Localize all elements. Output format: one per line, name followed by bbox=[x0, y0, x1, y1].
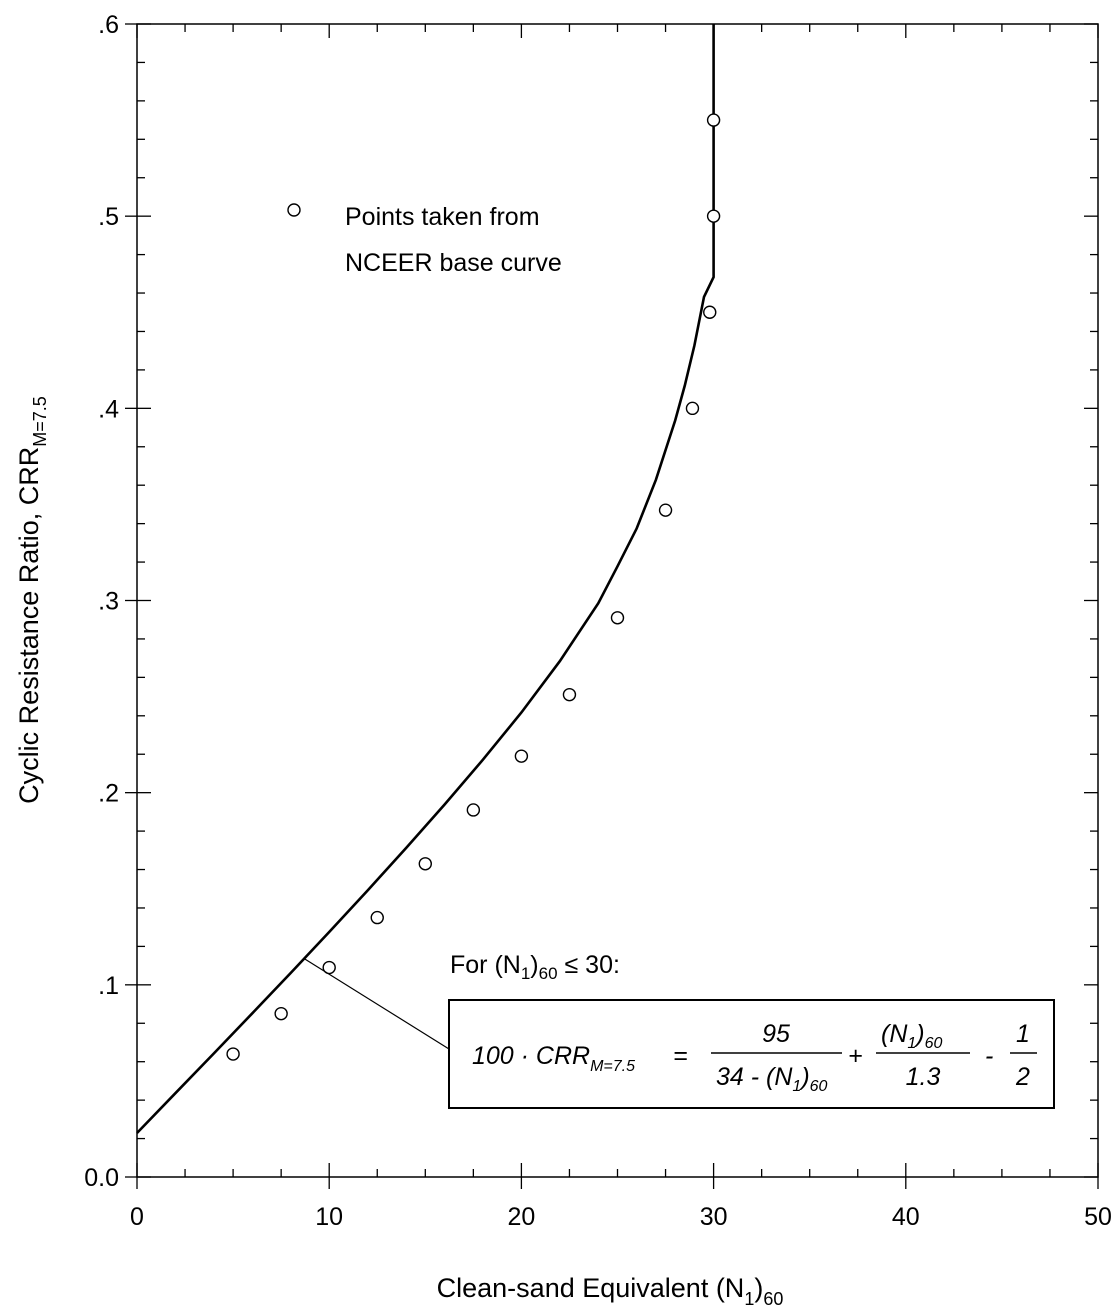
y-tick-label: .5 bbox=[98, 203, 119, 231]
y-tick-label: .3 bbox=[98, 588, 119, 616]
x-tick-label: 40 bbox=[892, 1203, 920, 1231]
equation-lhs: 100 · CRRM=7.5 bbox=[472, 1042, 635, 1075]
fraction3-numerator: 1 bbox=[1016, 1020, 1030, 1048]
data-point bbox=[703, 305, 717, 319]
x-tick-label: 20 bbox=[507, 1203, 535, 1231]
data-point bbox=[466, 803, 481, 817]
data-point bbox=[706, 209, 721, 223]
legend-line-1: Points taken from bbox=[345, 203, 540, 231]
equation-box: 100 · CRRM=7.5 = 95 34 - (N1)60 + (N1)60… bbox=[448, 999, 1055, 1109]
crr-curve bbox=[136, 24, 715, 1134]
y-tick-label: .2 bbox=[98, 780, 119, 808]
x-tick-label: 50 bbox=[1084, 1203, 1112, 1231]
data-point bbox=[658, 503, 673, 517]
data-point bbox=[514, 749, 529, 763]
x-tick-label: 10 bbox=[315, 1203, 343, 1231]
data-point bbox=[610, 611, 625, 625]
x-tick-label: 0 bbox=[130, 1203, 144, 1231]
y-tick-labels: 0.0 .1 .2 .3 .4 .5 .6 bbox=[84, 11, 119, 1192]
data-point bbox=[370, 910, 384, 925]
fraction2-denominator: 1.3 bbox=[906, 1063, 941, 1091]
data-point bbox=[562, 687, 577, 702]
data-point bbox=[685, 401, 700, 416]
axis-ticks bbox=[125, 23, 1099, 1189]
x-tick-label: 30 bbox=[700, 1203, 728, 1231]
legend: Points taken from NCEER base curve bbox=[287, 203, 562, 277]
data-points bbox=[226, 113, 721, 1061]
fraction1-numerator: 95 bbox=[762, 1020, 790, 1048]
data-point bbox=[706, 113, 721, 127]
data-point bbox=[418, 857, 432, 871]
fraction2-numerator: (N1)60 bbox=[881, 1020, 943, 1052]
y-tick-label: 0.0 bbox=[84, 1164, 119, 1192]
legend-marker bbox=[287, 203, 301, 217]
y-tick-label: .1 bbox=[98, 972, 119, 1000]
fraction1-denominator: 34 - (N1)60 bbox=[716, 1063, 828, 1095]
y-axis-title: Cyclic Resistance Ratio, CRRM=7.5 bbox=[14, 396, 50, 804]
y-tick-label: .6 bbox=[98, 11, 119, 39]
y-tick-label: .4 bbox=[98, 395, 119, 423]
equation-frame bbox=[448, 999, 1055, 1109]
legend-line-2: NCEER base curve bbox=[345, 249, 562, 277]
equation-equals: = bbox=[673, 1042, 688, 1070]
x-axis-title: Clean-sand Equivalent (N1)60 bbox=[437, 1273, 784, 1309]
equation-minus: - bbox=[985, 1042, 993, 1070]
data-point bbox=[274, 1006, 288, 1021]
data-point bbox=[226, 1047, 240, 1061]
annotation-leader-line bbox=[303, 958, 450, 1050]
x-tick-labels: 0 10 20 30 40 50 bbox=[130, 1203, 1112, 1231]
equation-plus: + bbox=[848, 1042, 863, 1070]
annotation-label: For (N1)60 ≤ 30: bbox=[450, 951, 620, 983]
fraction3-denominator: 2 bbox=[1015, 1063, 1030, 1091]
